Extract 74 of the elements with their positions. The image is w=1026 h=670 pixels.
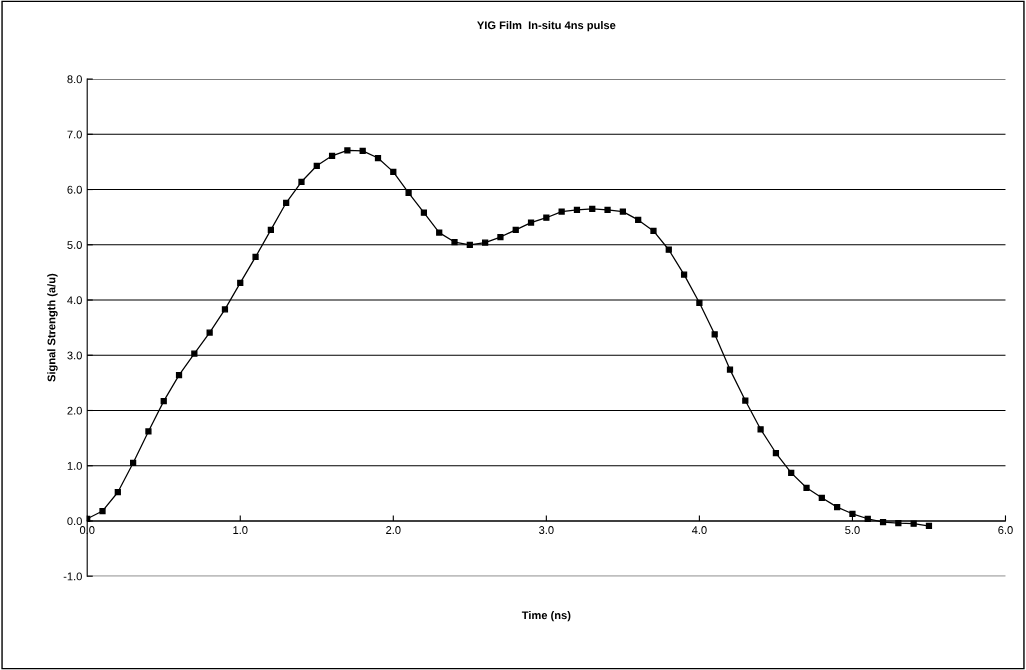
point: [328, 152, 336, 159]
point: [895, 520, 902, 527]
point: [482, 239, 489, 246]
point: [237, 279, 244, 287]
point: [390, 168, 397, 175]
point: [160, 397, 167, 405]
point: [726, 366, 734, 373]
point: [619, 208, 626, 215]
x-tick-label: 6.0: [998, 526, 1013, 534]
point: [436, 229, 443, 236]
y-axis-title: Signal Strength (a/u): [47, 273, 58, 382]
x-tick-label: 3.0: [539, 526, 554, 534]
point: [206, 329, 213, 336]
point: [650, 227, 657, 235]
point: [374, 154, 382, 162]
point: [145, 428, 152, 435]
point: [757, 426, 764, 433]
point: [803, 484, 810, 491]
y-tick-label: 5.0: [67, 241, 82, 249]
point: [405, 189, 412, 196]
point: [665, 246, 672, 253]
point: [420, 209, 428, 216]
point: [344, 147, 351, 154]
y-tick-label: 1.0: [67, 461, 82, 470]
point: [742, 397, 749, 404]
point: [497, 233, 504, 241]
point: [527, 219, 535, 226]
y-tick-label: 6.0: [67, 185, 82, 194]
point: [175, 372, 183, 379]
point: [129, 459, 137, 467]
y-tick-label: 3.0: [67, 351, 82, 360]
x-axis-title: Time (ns): [521, 611, 571, 622]
y-tick-label: 7.0: [67, 130, 82, 139]
y-tick-label: 8.0: [67, 75, 82, 84]
x-tick-label: 4.0: [691, 526, 707, 534]
point: [864, 515, 871, 522]
point: [313, 162, 320, 169]
y-tick-label: 4.0: [67, 296, 82, 305]
point: [772, 449, 780, 457]
point: [849, 510, 856, 517]
y-tick-label: 0.0: [67, 517, 82, 526]
point: [298, 178, 305, 185]
point: [221, 306, 229, 313]
point: [635, 216, 642, 224]
point: [512, 226, 519, 233]
point: [191, 350, 198, 357]
point: [267, 226, 274, 233]
point: [573, 206, 581, 214]
point: [466, 241, 473, 248]
y-tick-label: -1.0: [63, 572, 82, 581]
point: [451, 238, 458, 246]
x-tick-label: 5.0: [845, 526, 860, 534]
x-tick-label: 1.0: [233, 526, 248, 534]
point: [543, 214, 550, 221]
point: [589, 205, 596, 212]
point: [99, 507, 106, 515]
point: [788, 469, 795, 477]
point: [558, 208, 565, 215]
y-tick-label: 2.0: [67, 406, 82, 415]
point: [680, 271, 688, 278]
point: [604, 206, 611, 214]
x-tick-label: 2.0: [386, 526, 401, 534]
point: [879, 518, 887, 526]
point: [359, 147, 366, 154]
point: [114, 489, 121, 496]
point: [925, 522, 933, 530]
point: [834, 504, 841, 511]
point: [283, 199, 290, 206]
point: [910, 520, 917, 527]
point: [711, 331, 718, 338]
point: [818, 494, 825, 501]
chart-title: YIG Film In-situ 4ns pulse: [477, 21, 616, 32]
point: [252, 253, 259, 261]
point: [696, 299, 703, 306]
